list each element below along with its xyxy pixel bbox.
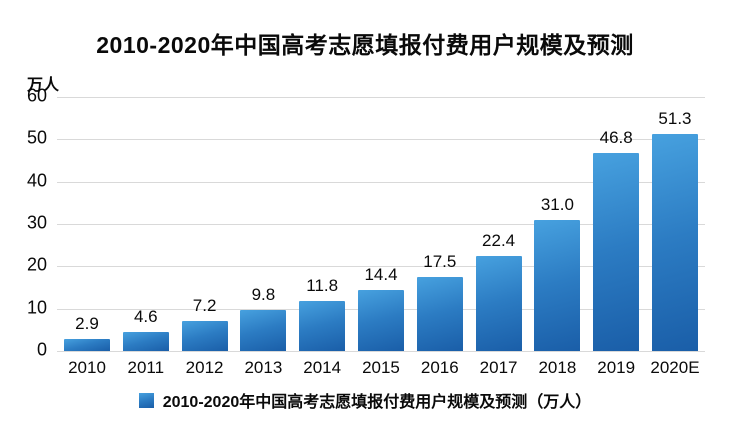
bar-column-2016: 17.5 2016 <box>416 97 463 377</box>
x-tick-label-2011: 2011 <box>127 358 165 377</box>
bar-2017 <box>475 256 522 351</box>
y-tick-label-0: 0 <box>36 339 47 360</box>
bars-container: 2.9 2010 4.6 2011 7.2 2012 9.8 2013 11.8 2014 14.4… <box>64 97 700 377</box>
bar-2019 <box>593 153 640 351</box>
x-tick-label-2012: 2012 <box>185 358 224 377</box>
bar-column-2012: 7.2 2012 <box>181 97 228 377</box>
bar-2011 <box>122 332 169 351</box>
bar-value-2016: 17.5 <box>423 252 457 271</box>
bar-2012 <box>181 321 228 351</box>
x-tick-label-2016: 2016 <box>420 358 459 377</box>
bar-column-2017: 22.4 2017 <box>475 97 522 377</box>
y-axis-unit-label: 万人 <box>27 77 60 94</box>
bar-column-2019: 46.8 2019 <box>593 97 640 377</box>
gridline-y-60 <box>57 97 705 98</box>
x-tick-label-2017: 2017 <box>479 358 518 377</box>
y-tick-label-10: 10 <box>26 297 47 318</box>
x-tick-label-2020E: 2020E <box>650 358 700 377</box>
plot-area: 0 10 20 30 40 50 60 2.9 2010 4.6 2011 7.2 2012 9.8 201… <box>27 85 705 377</box>
gridline-y-50 <box>57 139 705 141</box>
x-tick-label-2013: 2013 <box>244 358 283 377</box>
bar-value-2015: 14.4 <box>364 265 398 284</box>
bar-value-2013: 9.8 <box>251 285 276 304</box>
bar-column-2015: 14.4 2015 <box>357 97 404 377</box>
bar-value-2017: 22.4 <box>482 231 516 250</box>
bar-column-2010: 2.9 2010 <box>64 97 110 377</box>
bar-2020E <box>651 134 698 351</box>
bar-2016 <box>416 277 463 351</box>
bar-value-2011: 4.6 <box>133 307 158 326</box>
bar-value-2010: 2.9 <box>75 314 99 333</box>
bar-value-2014: 11.8 <box>306 276 339 295</box>
chart-title: 2010-2020年中国高考志愿填报付费用户规模及预测 <box>96 32 634 58</box>
bar-column-2011: 4.6 2011 <box>122 97 169 377</box>
bar-2010 <box>64 339 110 351</box>
gridline-y-20 <box>57 266 705 268</box>
bar-2013 <box>240 310 287 351</box>
bar-value-2012: 7.2 <box>192 296 217 315</box>
bar-column-2018: 31.0 2018 <box>534 97 581 377</box>
bar-value-2018: 31.0 <box>540 195 574 214</box>
gridline-y-0 <box>57 351 705 352</box>
x-tick-label-2014: 2014 <box>303 358 342 377</box>
x-tick-label-2010: 2010 <box>68 358 106 377</box>
bar-2015 <box>357 290 404 351</box>
bar-column-2014: 11.8 2014 <box>299 97 346 377</box>
x-tick-label-2015: 2015 <box>362 358 400 377</box>
legend-swatch <box>138 392 154 408</box>
y-tick-label-20: 20 <box>26 254 47 275</box>
gridline-y-30 <box>57 224 705 225</box>
bar-2018 <box>534 220 581 351</box>
legend: 2010-2020年中国高考志愿填报付费用户规模及预测（万人） <box>0 388 730 412</box>
legend-label: 2010-2020年中国高考志愿填报付费用户规模及预测（万人） <box>162 394 592 411</box>
bar-column-2020E: 51.3 2020E <box>650 97 699 377</box>
bar-value-2020E: 51.3 <box>658 109 692 128</box>
y-tick-label-50: 50 <box>26 127 47 148</box>
y-tick-label-30: 30 <box>26 212 47 233</box>
bar-column-2013: 9.8 2013 <box>240 97 287 377</box>
y-tick-label-40: 40 <box>26 170 47 191</box>
y-tick-label-60: 60 <box>26 85 47 106</box>
x-tick-label-2019: 2019 <box>597 358 636 377</box>
x-tick-label-2018: 2018 <box>538 358 577 377</box>
bar-value-2019: 46.8 <box>599 128 633 147</box>
bar-2014 <box>299 301 346 351</box>
gridline-y-40 <box>57 181 705 183</box>
